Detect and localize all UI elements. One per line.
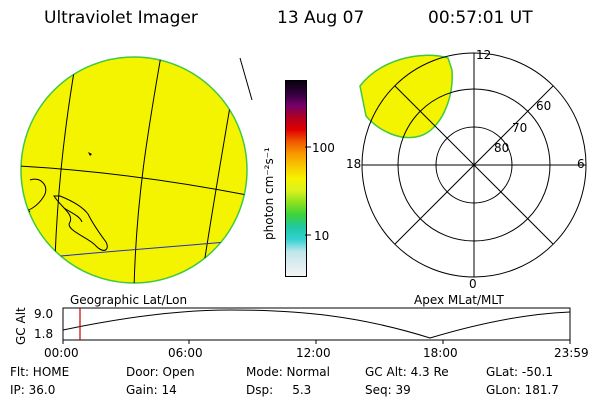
- observation-date: 13 Aug 07: [277, 8, 365, 28]
- apex-panel-label: Apex MLat/MLT: [414, 293, 504, 307]
- geographic-panel-label: Geographic Lat/Lon: [70, 293, 188, 307]
- timeline-xtick-0000: 00:00: [44, 346, 79, 360]
- observation-time: 00:57:01 UT: [428, 8, 533, 28]
- status-dsp: Dsp: 5.3: [246, 383, 312, 397]
- status-gc-alt: GC Alt: 4.3 Re: [365, 365, 449, 379]
- colorbar: [285, 80, 307, 277]
- status-seq: Seq: 39: [365, 383, 411, 397]
- status-ip: IP: 36.0: [10, 383, 56, 397]
- colorbar-tick-100: 100: [312, 141, 335, 155]
- status-glon: GLon: 181.7: [486, 383, 559, 397]
- spacecraft-marker-icon: [88, 152, 92, 156]
- timeline-xtick-1800: 18:00: [423, 346, 458, 360]
- lat-label-80: 80: [494, 141, 509, 155]
- altitude-curve: [62, 309, 571, 339]
- status-gain: Gain: 14: [126, 383, 177, 397]
- colorbar-tick-10: 10: [314, 229, 330, 243]
- timeline-xtick-2359: 23:59: [554, 346, 589, 360]
- instrument-title: Ultraviolet Imager: [44, 8, 198, 28]
- lat-label-60: 60: [536, 99, 551, 113]
- status-flight: Flt: HOME: [10, 365, 70, 379]
- mlt-label-12: 12: [476, 48, 491, 62]
- timeline-xtick-1200: 12:00: [296, 346, 331, 360]
- colorbar-ticks: [305, 146, 311, 236]
- polar-grid: [361, 52, 587, 278]
- timeline-xticks: [62, 340, 571, 344]
- timeline-xtick-0600: 06:00: [168, 346, 203, 360]
- timeline-ytick-high: 9.0: [34, 307, 54, 321]
- status-door: Door: Open: [126, 365, 195, 379]
- grid-edge-line: [239, 57, 253, 101]
- mlt-label-0: 0: [469, 277, 477, 291]
- status-mode: Mode: Normal: [246, 365, 330, 379]
- mlt-label-6: 6: [577, 157, 585, 171]
- mlt-label-18: 18: [346, 157, 361, 171]
- timeline-ytick-low: 1.8: [34, 327, 54, 341]
- lat-label-70: 70: [512, 121, 527, 135]
- status-glat: GLat: -50.1: [486, 365, 553, 379]
